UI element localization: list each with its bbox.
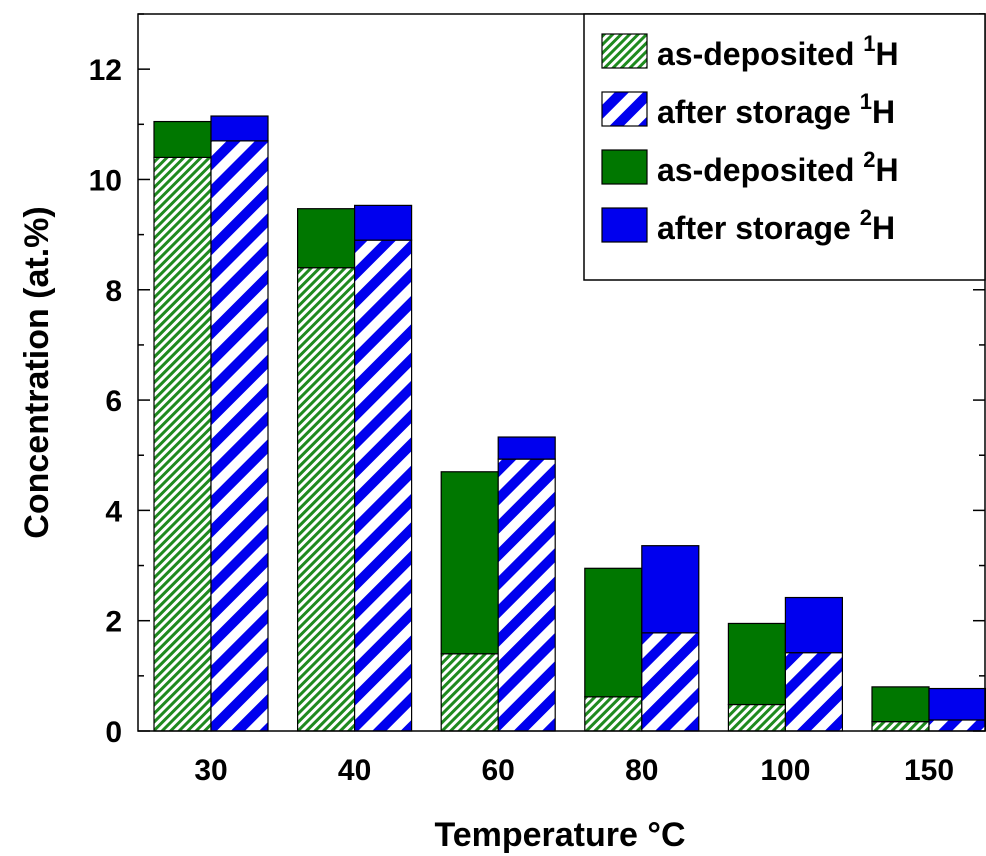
x-axis-title: Temperature °C — [434, 816, 685, 854]
legend-entry: as-deposited 2H — [657, 147, 899, 188]
legend-swatch — [601, 207, 648, 243]
x-tick-label: 80 — [625, 754, 658, 787]
x-axis-title-text: Temperature — [434, 816, 637, 854]
y-tick-label: 2 — [105, 606, 122, 639]
bar-as-deposited-1H-100 — [727, 703, 787, 732]
bar-as-deposited-1H-80 — [584, 696, 643, 732]
bar-as-deposited-2H-60 — [440, 471, 499, 655]
bar-after-storage-1H-100 — [784, 652, 844, 732]
axes-layer: 0 2 4 6 8 10 12 30 40 60 80 100 150 — [89, 13, 986, 787]
bar-as-deposited-2H-150 — [871, 686, 930, 723]
y-tick-label: 10 — [89, 164, 122, 197]
bar-as-deposited-2H-40 — [297, 208, 356, 269]
bar-after-storage-2H-60 — [497, 436, 556, 460]
bar-as-deposited-1H-40 — [297, 267, 356, 732]
bar-as-deposited-1H-30 — [153, 156, 212, 732]
bar-after-storage-1H-40 — [354, 239, 413, 732]
legend-box — [583, 13, 986, 281]
y-tick-label: 12 — [89, 54, 122, 87]
bar-as-deposited-2H-30 — [153, 120, 212, 159]
bar-after-storage-2H-150 — [928, 687, 986, 721]
plot-frame — [137, 13, 986, 732]
x-tick-label: 150 — [904, 754, 954, 787]
legend-entry: as-deposited 1H — [657, 31, 899, 72]
bar-after-storage-2H-100 — [784, 596, 844, 654]
bar-as-deposited-2H-80 — [584, 567, 643, 698]
bar-as-deposited-1H-150 — [871, 721, 930, 732]
bar-after-storage-2H-80 — [641, 545, 700, 634]
legend-swatch — [601, 33, 648, 69]
bar-after-storage-1H-80 — [641, 632, 700, 732]
y-tick-label: 8 — [105, 275, 122, 308]
y-axis-title: Concentration (at.%) — [18, 206, 56, 538]
bars-layer — [153, 115, 986, 732]
bar-after-storage-1H-150 — [928, 719, 986, 732]
legend-entry: after storage 1H — [657, 89, 895, 130]
x-axis-title-unit: °C — [647, 816, 685, 854]
y-tick-label: 0 — [105, 716, 122, 749]
bar-as-deposited-2H-100 — [727, 622, 787, 706]
bar-after-storage-2H-30 — [210, 115, 269, 142]
x-tick-label: 40 — [338, 754, 371, 787]
bar-as-deposited-1H-60 — [440, 653, 499, 732]
x-tick-label: 100 — [760, 754, 810, 787]
bar-after-storage-1H-60 — [497, 458, 556, 732]
legend-swatch — [601, 91, 648, 127]
legend-swatch — [601, 149, 648, 185]
y-tick-label: 4 — [105, 495, 122, 528]
y-tick-label: 6 — [105, 385, 122, 418]
legend-entry: after storage 2H — [657, 205, 895, 246]
bar-after-storage-1H-30 — [210, 140, 269, 732]
x-tick-label: 30 — [194, 754, 227, 787]
bar-after-storage-2H-40 — [354, 204, 413, 241]
legend: as-deposited 1H after storage 1H as-deposi… — [583, 13, 986, 281]
x-tick-label: 60 — [482, 754, 515, 787]
